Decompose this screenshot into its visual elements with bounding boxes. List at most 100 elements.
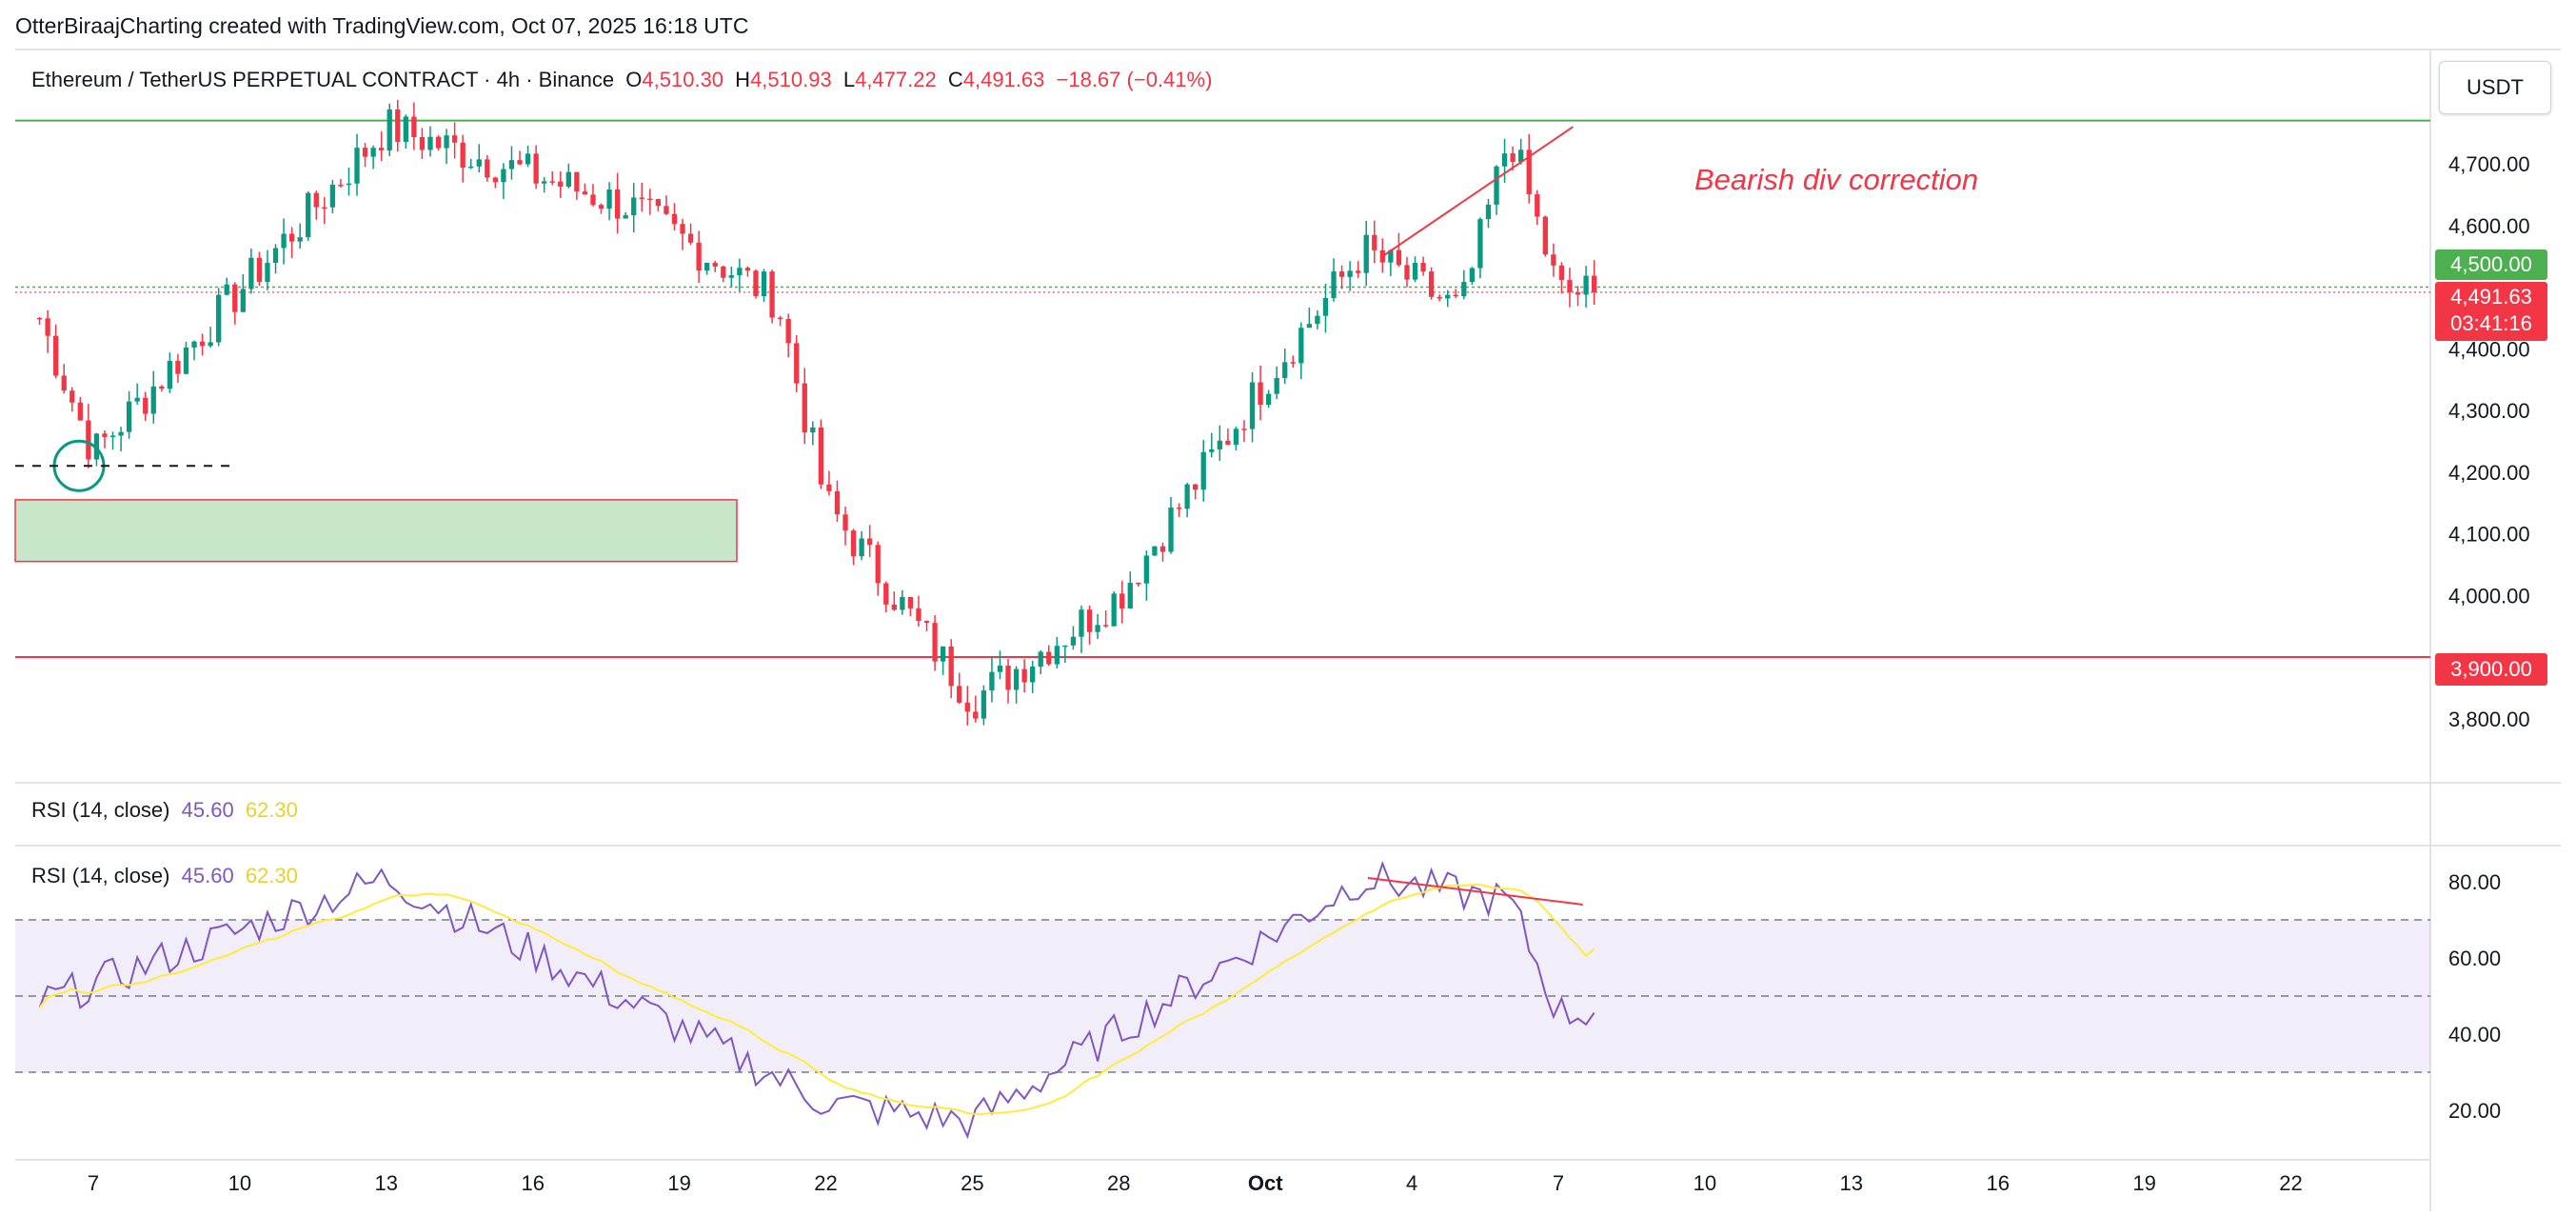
candle-body — [721, 266, 726, 278]
candle-body — [1372, 234, 1377, 250]
candle-body — [216, 294, 222, 343]
rsi-legend[interactable]: RSI (14, close) 45.60 62.30 — [31, 864, 304, 888]
candle-body — [362, 148, 368, 157]
candle-body — [281, 233, 287, 249]
rsi-legend-label: RSI (14, close) — [31, 798, 170, 822]
candle-body — [761, 271, 767, 296]
candle-body — [1535, 194, 1540, 217]
candle-body — [435, 136, 442, 149]
rsi-line — [38, 860, 1595, 1140]
candle-body — [1290, 362, 1296, 364]
candle-body — [923, 621, 930, 624]
candle-body — [655, 199, 662, 207]
currency-unit-button[interactable]: USDT — [2439, 61, 2551, 114]
candle-body — [248, 257, 254, 289]
candle-body — [973, 711, 979, 719]
time-tick-label: 25 — [961, 1171, 983, 1195]
candle-body — [1062, 645, 1068, 648]
candle-body — [1046, 651, 1052, 665]
rsi-tick-label: 80.00 — [2448, 870, 2501, 894]
close-value: 4,491.63 — [962, 68, 1045, 91]
candle-body — [395, 109, 401, 142]
time-tick-label: 16 — [521, 1171, 544, 1195]
change-value: −18.67 (−0.41%) — [1056, 68, 1213, 91]
candle-body — [403, 116, 408, 142]
candle-body — [1510, 153, 1516, 163]
candle-body — [191, 341, 197, 348]
candle-body — [379, 148, 385, 150]
candle-body — [907, 596, 914, 608]
candle-body — [680, 224, 685, 234]
candle-body — [590, 194, 596, 206]
candle-body — [810, 427, 816, 433]
candle-body — [77, 402, 83, 421]
high-label: H — [735, 68, 751, 91]
symbol-legend[interactable]: Ethereum / TetherUS PERPETUAL CONTRACT ·… — [31, 68, 1218, 92]
candle-body — [1021, 668, 1027, 683]
candle-body — [1396, 249, 1402, 266]
candle-body — [1477, 219, 1483, 269]
candle-body — [69, 390, 75, 403]
candle-body — [623, 215, 628, 219]
rsi-legend-collapsed[interactable]: RSI (14, close) 45.60 62.30 — [31, 798, 304, 823]
candle-body — [565, 171, 571, 187]
candle-body — [102, 433, 108, 437]
time-tick-label: 22 — [814, 1171, 837, 1195]
rsi-ma-line — [38, 884, 1595, 1115]
price-tick-label: 4,200.00 — [2448, 461, 2530, 485]
candle-body — [1298, 328, 1304, 364]
candle-body — [159, 386, 165, 389]
candle-body — [687, 233, 694, 243]
candle-body — [1542, 216, 1548, 255]
candle-body — [834, 490, 841, 515]
candle-body — [485, 159, 490, 178]
candle-body — [916, 608, 921, 622]
candle-body — [1184, 484, 1190, 509]
candle-body — [1274, 377, 1279, 394]
candle-body — [574, 171, 580, 192]
candle-body — [1331, 271, 1337, 298]
candle-body — [712, 263, 718, 267]
candle-body — [785, 319, 791, 344]
candle-body — [883, 583, 889, 605]
last-price-value: 4,491.63 — [2450, 285, 2532, 309]
close-label: C — [947, 68, 963, 91]
candle-body — [1322, 297, 1329, 316]
candle-body — [329, 184, 336, 208]
candle-body — [199, 341, 206, 347]
candle-body — [794, 343, 800, 384]
candle-body — [1193, 484, 1199, 490]
candle-body — [118, 431, 124, 436]
time-tick-label: 4 — [1406, 1171, 1417, 1195]
candle-body — [1591, 275, 1597, 292]
candle-body — [1404, 265, 1410, 280]
candle-body — [354, 148, 360, 184]
candle-body — [240, 289, 246, 312]
candle-body — [322, 207, 327, 209]
candle-body — [297, 237, 303, 242]
candle-body — [492, 177, 499, 183]
time-tick-label: 19 — [2132, 1171, 2155, 1195]
candle-body — [997, 665, 1003, 672]
candle-body — [1120, 593, 1125, 608]
rsi-legend-value: 45.60 — [181, 864, 234, 887]
time-tick-label: 10 — [228, 1171, 251, 1195]
candle-body — [1420, 263, 1426, 272]
candle-body — [1233, 429, 1239, 446]
candle-body — [542, 181, 547, 184]
candle-body — [671, 213, 678, 225]
price-tick-label: 4,400.00 — [2448, 337, 2530, 361]
candle-body — [208, 342, 213, 347]
rsi-legend-label: RSI (14, close) — [31, 864, 170, 887]
candle-body — [826, 484, 832, 491]
rsi-legend-ma-value: 62.30 — [245, 864, 298, 887]
candle-body — [1079, 609, 1084, 637]
time-tick-label: 19 — [667, 1171, 690, 1195]
candle-body — [1469, 268, 1476, 283]
candle-body — [696, 242, 702, 271]
candle-body — [1428, 271, 1435, 297]
candle-body — [288, 233, 295, 242]
low-value: 4,477.22 — [855, 68, 937, 91]
candle-body — [1437, 296, 1442, 299]
